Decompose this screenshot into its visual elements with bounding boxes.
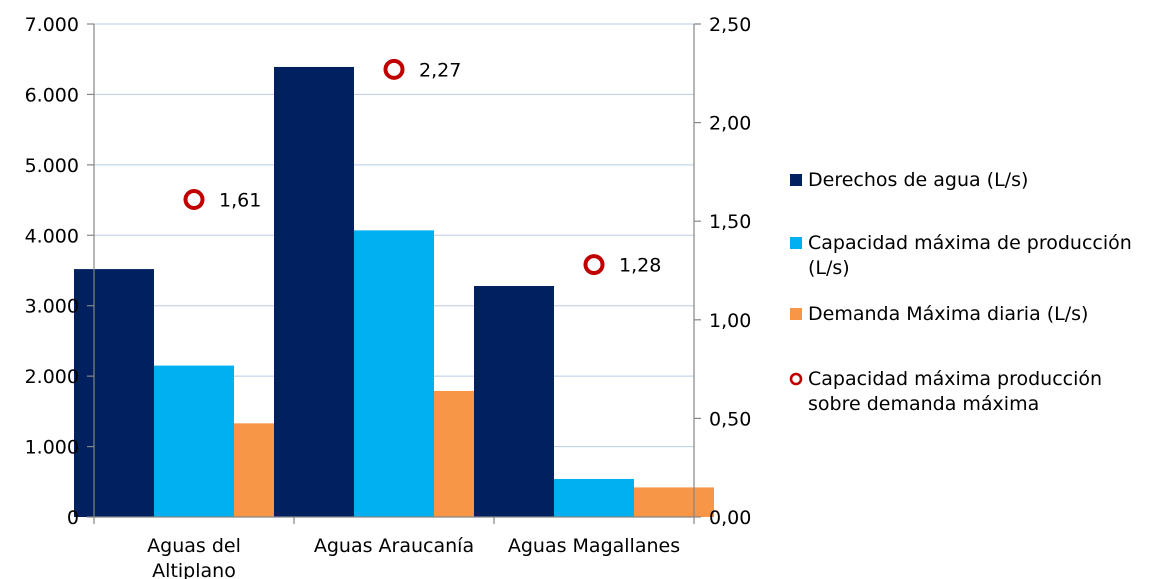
- bar: [354, 230, 434, 517]
- bar: [554, 478, 634, 517]
- right-tick-label: 0,00: [709, 507, 751, 529]
- legend-label: Derechos de agua (L/s): [808, 169, 1028, 191]
- left-tick-label: 0: [67, 507, 79, 529]
- right-tick-label: 0,50: [709, 408, 751, 430]
- legend-swatch: [790, 174, 802, 186]
- left-tick-label: 5.000: [25, 155, 79, 177]
- legend: Derechos de agua (L/s) Capacidad máxima d…: [789, 169, 1132, 415]
- bar: [154, 365, 234, 517]
- left-axis-ticks: 0 1.000 2.000 3.000 4.000 5.000 6.000 7.000: [25, 14, 94, 529]
- category-label: Aguas Araucanía: [314, 535, 474, 557]
- left-tick-label: 1.000: [25, 437, 79, 459]
- left-tick-label: 6.000: [25, 84, 79, 106]
- right-tick-label: 1,00: [709, 310, 751, 332]
- right-tick-label: 1,50: [709, 211, 751, 233]
- axes: [93, 24, 695, 524]
- legend-marker: [789, 372, 803, 386]
- left-tick-label: 3.000: [25, 296, 79, 318]
- category-label: Aguas del: [147, 535, 241, 557]
- bar: [274, 66, 354, 517]
- ratio-markers: 1,61 2,27 1,28: [183, 58, 661, 277]
- right-axis-ticks: 0,00 0,50 1,00 1,50 2,00 2,50: [694, 14, 751, 529]
- legend-swatch: [790, 237, 802, 249]
- left-tick-label: 7.000: [25, 14, 79, 36]
- bars: [74, 66, 714, 517]
- bar: [74, 269, 154, 517]
- left-tick-label: 4.000: [25, 225, 79, 247]
- legend-label: sobre demanda máxima: [808, 393, 1039, 415]
- ratio-data-label: 1,61: [219, 190, 261, 212]
- legend-label: Capacidad máxima de producción: [808, 232, 1132, 254]
- legend-label: Demanda Máxima diaria (L/s): [808, 303, 1088, 325]
- category-labels: Aguas del Altiplano Aguas Araucanía Aguas M…: [147, 535, 680, 579]
- bar: [634, 487, 714, 517]
- category-label: Aguas Magallanes: [508, 535, 680, 557]
- ratio-marker: [183, 189, 205, 211]
- ratio-marker: [383, 58, 405, 80]
- category-label: Altiplano: [152, 560, 236, 579]
- right-tick-label: 2,50: [709, 14, 751, 36]
- bar: [474, 285, 554, 517]
- legend-label: (L/s): [808, 257, 850, 279]
- left-tick-label: 2.000: [25, 366, 79, 388]
- ratio-marker: [583, 254, 605, 276]
- legend-label: Capacidad máxima producción: [808, 368, 1102, 390]
- right-tick-label: 2,00: [709, 113, 751, 135]
- ratio-data-label: 2,27: [419, 59, 461, 81]
- legend-swatch: [790, 308, 802, 320]
- ratio-data-label: 1,28: [619, 255, 661, 277]
